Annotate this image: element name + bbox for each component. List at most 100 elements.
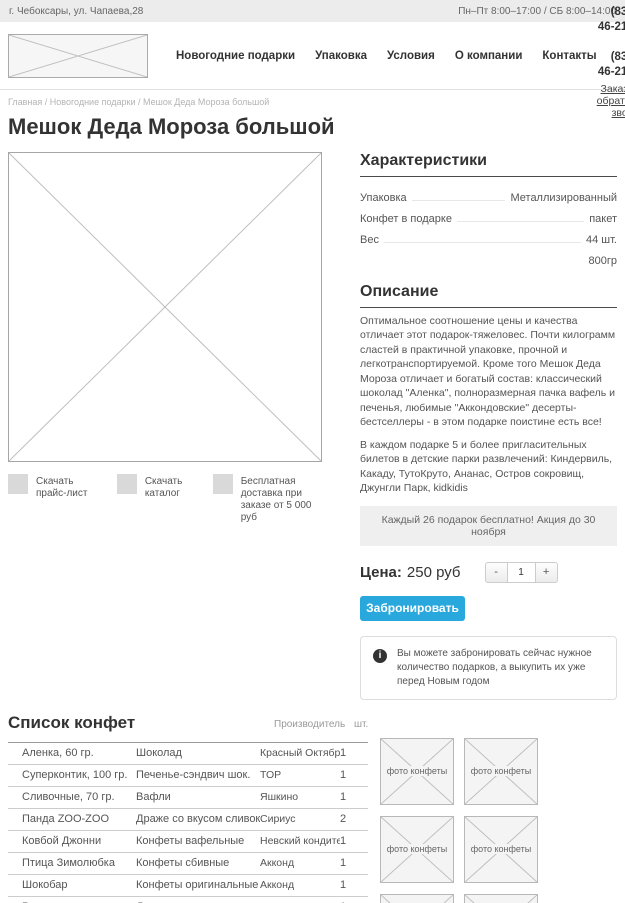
table-row: Суперконтик, 100 гр. Печенье-сэндвич шок.…	[8, 765, 368, 787]
description-paragraph: Оптимальное соотношение цены и качества …	[360, 315, 616, 429]
main-nav: Новогодние подарки Упаковка Условия О компа…	[176, 50, 597, 62]
download-label: Скачать каталог	[144, 476, 183, 499]
download-item[interactable]: Скачать каталог	[116, 474, 199, 524]
candy-producer: Акконд	[260, 901, 340, 903]
candy-name: Ковбой Джонни	[22, 835, 102, 848]
candy-name: Панда ZOO-ZOO	[22, 813, 110, 826]
photo-placeholder-label: фото конфеты	[384, 766, 450, 777]
candy-photo-placeholder: фото конфеты	[464, 737, 538, 805]
nav-item[interactable]: Упаковка	[315, 49, 367, 62]
product-image-placeholder	[8, 152, 322, 462]
characteristic-value: Металлизированный	[510, 192, 617, 204]
characteristic-value: 44 шт.	[586, 234, 617, 246]
candy-producer: Сириус	[260, 813, 296, 826]
leader-line	[456, 221, 585, 222]
candy-qty: 1	[340, 879, 347, 892]
candy-type: Десерт	[136, 901, 260, 903]
increment-button[interactable]: +	[534, 561, 558, 583]
price-value: 250 руб	[406, 563, 461, 581]
candy-photo-placeholder: фото конфеты	[464, 815, 538, 883]
header-contacts: +7 (8352) 46-21-60 +7 (8352) 46-21-50 Зак…	[597, 0, 625, 121]
download-item[interactable]: Бесплатная доставка при заказе от 5 000 …	[212, 474, 322, 524]
quantity-value[interactable]: 1	[506, 561, 536, 583]
photo-grid: фото конфеты фото конфеты фото конфеты фото…	[380, 737, 617, 903]
table-row: Ковбой Джонни Конфеты вафельные Невский ко…	[8, 831, 368, 853]
candy-producer: ТОР	[260, 769, 282, 782]
candy-type: Конфеты вафельные	[136, 835, 245, 848]
leader-line	[383, 242, 581, 243]
candy-qty: 1	[340, 769, 347, 782]
download-label: Бесплатная доставка при заказе от 5 000 …	[240, 476, 312, 523]
callback-link[interactable]: Заказать обратный звонок	[596, 83, 625, 119]
downloads: Скачать прайс-лист Скачать каталог Бесплат…	[8, 474, 322, 524]
download-label: Скачать прайс-лист	[36, 476, 88, 499]
candy-type: Конфеты оригинальные	[136, 879, 259, 892]
placeholder-cross-icon	[381, 895, 453, 903]
table-row: Птица Зимолюбка Конфеты сбивные Акконд 1	[8, 853, 368, 875]
description-heading: Описание	[360, 283, 617, 308]
photo-placeholder-label: фото конфеты	[468, 766, 534, 777]
leader-line	[411, 200, 506, 201]
table-row: Аленка, 60 гр. Шоколад Красный Октябрь 1	[8, 743, 368, 765]
candy-producer: Акконд	[260, 879, 295, 892]
candy-producer: Акконд	[260, 857, 295, 870]
candy-type: Шоколад	[136, 747, 182, 760]
candy-name: Птица Зимолюбка	[22, 857, 115, 870]
column-header-qty: шт.	[354, 718, 369, 730]
topbar: г. Чебоксары, ул. Чапаева,28 Пн–Пт 8:00–…	[0, 0, 625, 22]
candy-qty: 1	[340, 901, 368, 903]
placeholder-cross-icon	[9, 153, 321, 461]
characteristic-row: Конфет в подарке пакет	[360, 204, 617, 225]
nav-item[interactable]: О компании	[454, 49, 523, 62]
characteristic-value: пакет	[589, 213, 617, 225]
candy-name: Рулик	[8, 901, 136, 903]
info-icon: i	[373, 648, 387, 663]
characteristics-heading: Характеристики	[360, 152, 617, 177]
candy-photo-placeholder: фото конфеты	[380, 737, 454, 805]
site-header: Новогодние подарки Упаковка Условия О компа…	[0, 6, 625, 119]
placeholder-cross-icon	[9, 35, 147, 77]
download-item[interactable]: Скачать прайс-лист	[8, 474, 103, 524]
file-icon	[116, 474, 137, 494]
info-box: i Вы можете забронировать сейчас нужное …	[360, 635, 617, 700]
product-right-column: Характеристики Упаковка Металлизированный…	[360, 152, 617, 700]
nav-item[interactable]: Новогодние подарки	[176, 49, 296, 62]
table-row: Шокобар Конфеты оригинальные Акконд 1	[8, 875, 368, 897]
nav-item[interactable]: Условия	[386, 49, 435, 62]
candy-qty: 1	[340, 791, 347, 804]
candy-name: Сливочные, 70 гр.	[22, 791, 115, 804]
characteristic-row: Вес 44 шт.	[360, 225, 617, 246]
candy-list-title: Список конфет	[8, 712, 136, 732]
phone-number: +7 (8352) 46-21-50	[597, 51, 625, 78]
candy-photo-placeholder: фото конфеты	[380, 815, 454, 883]
description-section: Описание Оптимальное соотношение цены и …	[360, 283, 617, 496]
candy-list-header: Список конфет Производитель шт.	[8, 713, 368, 735]
candy-list-block: Список конфет Производитель шт. Аленка, …	[8, 713, 368, 903]
reserve-button[interactable]: Забронировать	[360, 595, 465, 621]
quantity-stepper: - 1 +	[484, 561, 558, 583]
price-row: Цена: 250 руб - 1 +	[360, 561, 617, 583]
logo-placeholder[interactable]	[8, 33, 148, 78]
info-text: Вы можете забронировать сейчас нужное ко…	[397, 647, 592, 687]
store-address: г. Чебоксары, ул. Чапаева,28	[9, 5, 144, 17]
candy-type: Драже со вкусом сливок	[136, 813, 260, 826]
candy-table: Аленка, 60 гр. Шоколад Красный Октябрь 1 Суп…	[8, 741, 368, 903]
candy-qty: 1	[340, 857, 347, 870]
candy-name: Суперконтик, 100 гр.	[22, 769, 128, 782]
candy-name: Аленка, 60 гр.	[22, 747, 94, 760]
candy-type: Вафли	[136, 791, 171, 804]
table-row: Сливочные, 70 гр. Вафли Яшкино 1	[8, 787, 368, 809]
column-header-producer: Производитель	[274, 718, 346, 730]
candy-producer: Яшкино	[260, 791, 299, 804]
phone-number: +7 (8352) 46-21-60	[597, 6, 625, 33]
candy-producer: Красный Октябрь	[260, 747, 340, 760]
breadcrumb[interactable]: Главная / Новогодние подарки / Мешок Дед…	[8, 97, 270, 107]
page-title: Мешок Деда Мороза большой	[8, 114, 335, 139]
nav-item[interactable]: Контакты	[542, 49, 597, 62]
product-main-row: Скачать прайс-лист Скачать каталог Бесплат…	[0, 152, 625, 700]
file-icon	[8, 474, 28, 494]
decrement-button[interactable]: -	[484, 561, 508, 583]
candy-qty: 1	[340, 747, 347, 760]
phone-list: +7 (8352) 46-21-60 +7 (8352) 46-21-50	[597, 0, 625, 80]
candy-name: Шокобар	[22, 879, 68, 892]
